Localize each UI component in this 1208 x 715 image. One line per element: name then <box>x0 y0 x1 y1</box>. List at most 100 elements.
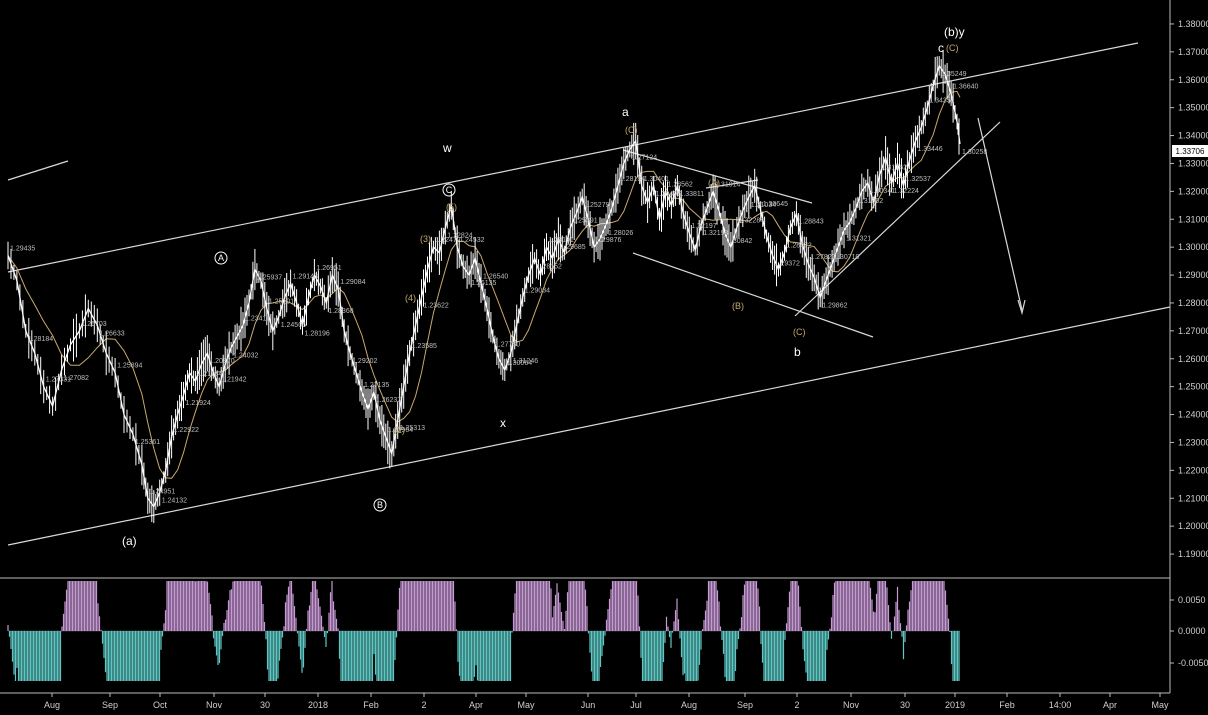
price-tick-label: 1.34000 <box>1178 131 1208 141</box>
price-tick-label: 1.37000 <box>1178 47 1208 57</box>
price-label: 1.25279 <box>584 202 609 209</box>
price-label: 1.26540 <box>483 273 508 280</box>
price-label: 1.30842 <box>727 238 752 245</box>
price-tick-label: 1.31000 <box>1178 214 1208 224</box>
wave-label-x: x <box>500 416 506 430</box>
price-tick-label: 1.27000 <box>1178 326 1208 336</box>
price-label: 1.23585 <box>412 343 437 350</box>
wave-label-c: c <box>938 41 944 55</box>
time-tick-label: 30 <box>900 700 910 710</box>
wave-label-a: a <box>622 105 629 119</box>
price-label: 1.31321 <box>846 235 871 242</box>
price-label: 1.25894 <box>117 363 142 370</box>
price-label: 1.29034 <box>525 287 550 294</box>
time-tick-label: Aug <box>681 700 697 710</box>
time-tick-label: Apr <box>469 700 483 710</box>
time-tick-label: Nov <box>206 700 223 710</box>
oscillator-axis: 0.0050 0.0000 -0.0050 <box>1170 595 1208 668</box>
price-label: 1.31902 <box>858 198 883 205</box>
wave-label-b-circle: B <box>377 500 383 510</box>
price-tick-label: 1.24000 <box>1178 410 1208 420</box>
channel-stub-line <box>7 160 69 181</box>
price-label: 1.26135 <box>471 280 496 287</box>
price-label: 1.32198 <box>703 230 728 237</box>
price-label: 1.28843 <box>798 219 823 226</box>
price-label: 1.25937 <box>257 275 282 282</box>
price-label: 1.22922 <box>174 427 199 434</box>
price-label: 1.20870 <box>209 358 234 365</box>
channel-upper-line <box>7 42 1139 273</box>
price-line <box>7 64 961 508</box>
price-label: 1.28196 <box>305 330 330 337</box>
price-label: 1.31762 <box>882 165 907 172</box>
price-label: 1.28472 <box>787 243 812 250</box>
price-label: 1.31034 <box>751 202 776 209</box>
time-axis: Aug Sep Oct Nov 30 2018 Feb 2 Apr May Jun Jul Aug Sep… <box>44 693 1169 710</box>
price-label: 1.24951 <box>150 488 175 495</box>
wave-b-lower-line <box>632 252 874 338</box>
wave-label-w: w <box>442 141 452 155</box>
price-label: 1.36640 <box>953 84 978 91</box>
time-tick-label: 2 <box>794 700 799 710</box>
price-label: 1.28152 <box>537 263 562 270</box>
moving-average-line <box>7 90 961 479</box>
price-label: 1.34351 <box>929 98 954 105</box>
oscillator-histogram <box>7 581 960 681</box>
time-tick-label: Feb <box>363 700 379 710</box>
wave-label-b: b <box>794 345 801 359</box>
wave-c-lower-line <box>794 121 1001 317</box>
price-label: 1.24506 <box>281 322 306 329</box>
osc-tick-label: 0.0050 <box>1178 595 1206 605</box>
price-label: 1.30258 <box>962 149 987 156</box>
projection-arrowhead <box>1017 299 1026 316</box>
price-label: 1.33446 <box>917 146 942 153</box>
price-label: 1.26703 <box>81 321 106 328</box>
time-tick-label: 2018 <box>308 700 328 710</box>
price-label: 1.29862 <box>822 302 847 309</box>
price-label: 1.25361 <box>135 439 160 446</box>
price-label: 1.28368 <box>328 308 353 315</box>
price-label: 1.28191 <box>549 237 574 244</box>
wave-label-a-circle: A <box>218 253 224 263</box>
price-label: 1.24532 <box>459 237 484 244</box>
wave-label-5: (5) <box>446 202 457 212</box>
price-tick-label: 1.32000 <box>1178 186 1208 196</box>
price-tick-label: 1.35000 <box>1178 103 1208 113</box>
price-label: 1.25313 <box>400 425 425 432</box>
wave-label-by: (b)y <box>944 25 965 39</box>
price-tick-label: 1.19000 <box>1178 549 1208 559</box>
time-tick-label: Sep <box>102 700 118 710</box>
price-label: 1.30401 <box>644 176 669 183</box>
time-tick-label: Sep <box>737 700 753 710</box>
wave-label-a-paren-gold: (A) <box>708 178 720 188</box>
time-tick-label: Oct <box>153 700 168 710</box>
price-tick-label: 1.23000 <box>1178 437 1208 447</box>
wave-label-4: (4) <box>405 293 416 303</box>
price-label: 1.32197 <box>691 223 716 230</box>
price-tick-label: 1.20000 <box>1178 521 1208 531</box>
wave-b-upper-line <box>622 149 813 204</box>
wave-circle-c-marker <box>442 183 456 197</box>
price-label: 1.28184 <box>620 176 645 183</box>
price-label: 1.29685 <box>560 244 585 251</box>
price-label: 1.27780 <box>495 341 520 348</box>
price-label: 1.21184 <box>197 371 222 378</box>
price-label: 1.24032 <box>233 353 258 360</box>
price-label: 1.31246 <box>513 358 538 365</box>
price-label: 1.28562 <box>668 181 693 188</box>
time-tick-label: 14:00 <box>1049 700 1072 710</box>
price-label: 1.32224 <box>894 188 919 195</box>
price-label: 1.21924 <box>186 400 211 407</box>
wave-label-c-paren-top: (C) <box>946 43 959 53</box>
wave-label-b-paren-gold: (B) <box>732 301 744 311</box>
price-tick-label: 1.26000 <box>1178 354 1208 364</box>
price-tick-label: 1.30000 <box>1178 242 1208 252</box>
time-tick-label: Jun <box>581 700 596 710</box>
price-label: 1.23411 <box>245 315 270 322</box>
osc-tick-label: -0.0050 <box>1178 658 1208 668</box>
price-tick-label: 1.29000 <box>1178 270 1208 280</box>
price-label: 1.28184 <box>28 336 53 343</box>
time-tick-label: Apr <box>1103 700 1117 710</box>
price-axis: 1.38000 1.37000 1.36000 1.35000 1.34000 1.330… <box>1170 19 1208 559</box>
